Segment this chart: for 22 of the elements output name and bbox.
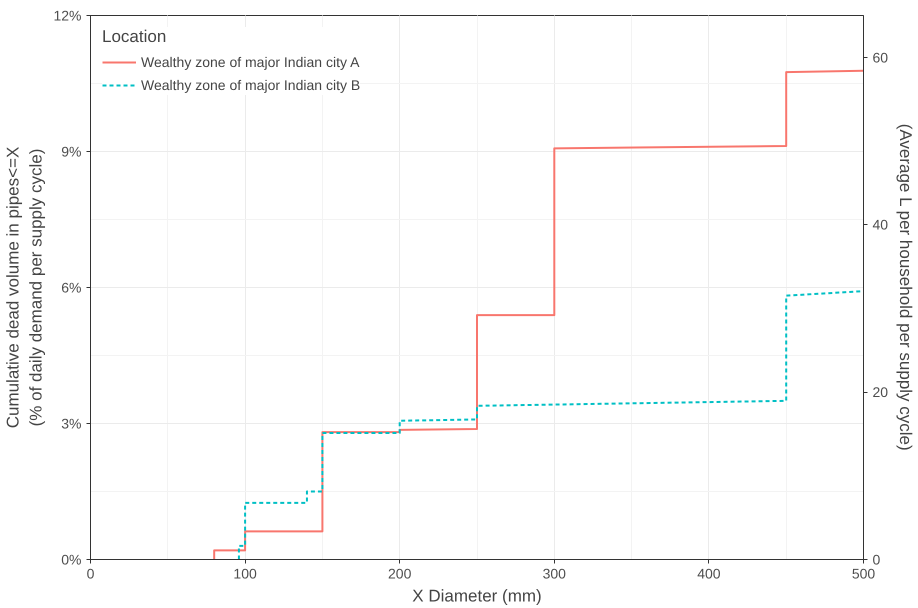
y-tick-label: 3% xyxy=(61,416,82,432)
y2-tick-label: 0 xyxy=(872,552,880,568)
y-tick-label: 9% xyxy=(61,144,82,160)
legend-label: Wealthy zone of major Indian city A xyxy=(141,54,360,70)
y2-axis-title: (Average L per household per supply cycle) xyxy=(896,124,916,451)
y-tick-label: 12% xyxy=(53,8,82,24)
legend-label: Wealthy zone of major Indian city B xyxy=(141,77,360,93)
line-series xyxy=(238,290,864,560)
y-axis-title: Cumulative dead volume in pipes<=X (% of daily demand per supply cycle) xyxy=(4,146,46,428)
x-tick-label: 500 xyxy=(852,566,876,582)
y2-tick-label: 40 xyxy=(872,216,888,233)
legend-title: Location xyxy=(102,27,168,47)
y-tick-label: 0% xyxy=(61,552,82,568)
x-tick-label: 100 xyxy=(233,566,257,582)
y2-tick-label: 20 xyxy=(872,384,888,400)
x-tick-label: 300 xyxy=(542,566,566,582)
x-axis-title: X Diameter (mm) xyxy=(412,586,542,606)
y-tick-label: 6% xyxy=(61,280,82,296)
x-tick-label: 200 xyxy=(388,566,412,582)
y2-tick-label: 60 xyxy=(872,49,888,66)
x-tick-label: 400 xyxy=(697,566,721,582)
x-tick-label: 0 xyxy=(86,566,95,582)
